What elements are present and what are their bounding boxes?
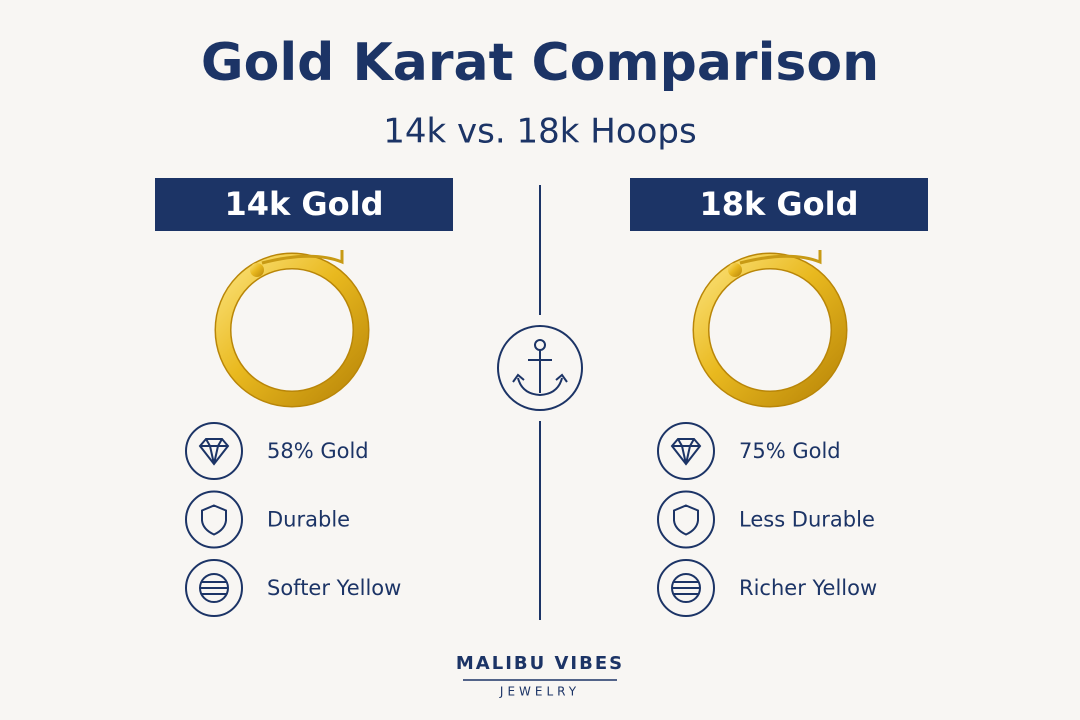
feature-icon — [657, 490, 715, 549]
feature-icon — [657, 422, 715, 480]
hoop-bead — [728, 263, 742, 277]
hoop-clasp — [261, 250, 344, 265]
title: Gold Karat Comparison — [201, 33, 879, 93]
feature-icon — [185, 559, 243, 617]
feature-icon — [657, 559, 715, 617]
feature-icon — [185, 422, 243, 480]
feature-icon — [185, 490, 243, 549]
hoop — [216, 254, 368, 406]
brand-tagline: JEWELRY — [499, 685, 580, 699]
shield-icon — [673, 504, 699, 536]
feature-label: 75% Gold — [739, 439, 841, 463]
diamond-icon — [670, 438, 702, 466]
hoop-bead — [250, 263, 264, 277]
feature-label: Richer Yellow — [739, 576, 877, 600]
feature-label: Softer Yellow — [267, 576, 401, 600]
feature-label: Less Durable — [739, 508, 875, 532]
subtitle: 14k vs. 18k Hoops — [383, 112, 696, 152]
brand-name: MALIBU VIBES — [456, 653, 624, 674]
hoop-clasp — [739, 250, 822, 265]
anchor-badge — [497, 325, 583, 411]
column-header — [630, 178, 928, 231]
shield-icon — [201, 504, 227, 536]
hoop — [694, 254, 846, 406]
column-header — [155, 178, 453, 231]
feature-label: Durable — [267, 508, 350, 532]
column: 14k Gold 58% Gold Durable Softer Yellow — [155, 178, 453, 617]
column-title: 18k Gold — [699, 185, 858, 223]
feature-label: 58% Gold — [267, 439, 369, 463]
diamond-icon — [198, 438, 230, 466]
column: 18k Gold 75% Gold Less Durable Richer Yello… — [630, 178, 928, 617]
column-title: 14k Gold — [224, 185, 383, 223]
